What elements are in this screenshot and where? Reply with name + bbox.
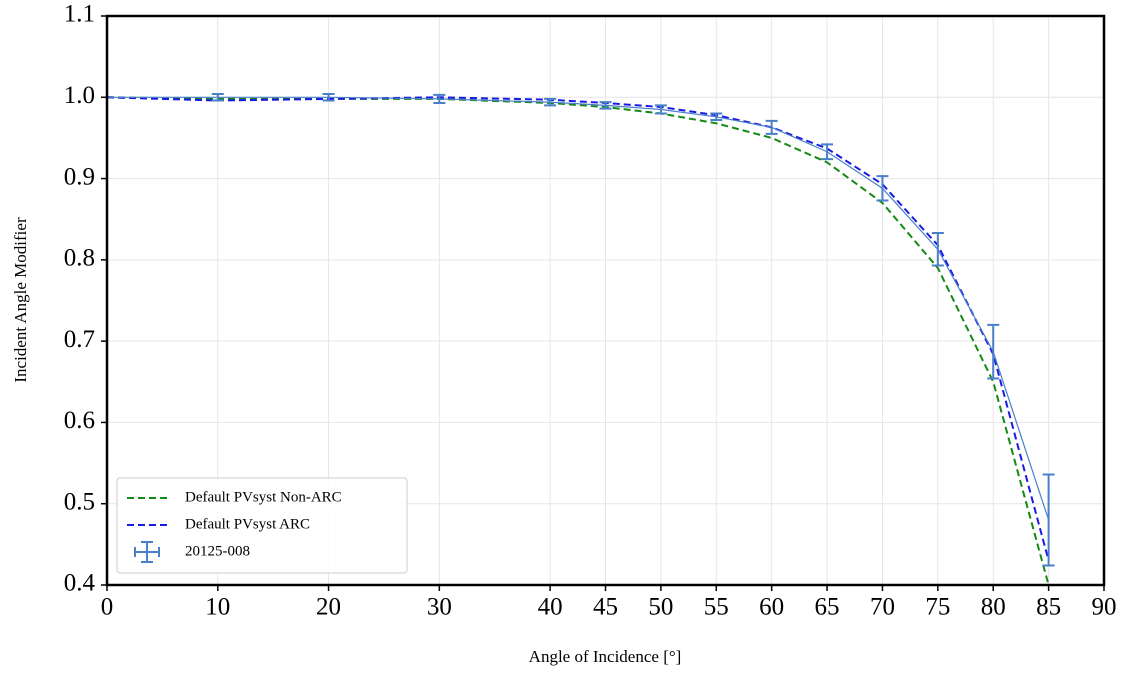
x-tick-label: 0: [101, 594, 114, 621]
x-tick-label: 65: [815, 594, 840, 621]
error-bar: [322, 93, 335, 102]
x-tick-label: 40: [538, 594, 563, 621]
plot-frame: [105, 14, 1106, 587]
x-tick-label: 20: [316, 594, 341, 621]
x-tick-label: 70: [870, 594, 895, 621]
x-tick-label: 50: [648, 594, 673, 621]
x-tick-label: 10: [205, 594, 230, 621]
x-axis-label: Angle of Incidence [°]: [529, 647, 682, 666]
y-tick-label: 1.0: [64, 82, 95, 109]
x-tick-label: 80: [981, 594, 1006, 621]
y-tick-label: 0.9: [64, 163, 95, 190]
x-tick-label: 60: [759, 594, 784, 621]
error-bar: [876, 175, 889, 202]
error-bar: [765, 119, 778, 135]
error-bar: [1042, 473, 1055, 567]
error-bar: [654, 104, 667, 115]
x-tick-label: 85: [1036, 594, 1061, 621]
y-tick-label: 1.1: [64, 1, 95, 28]
x-tick-label: 45: [593, 594, 618, 621]
y-tick-label: 0.6: [64, 407, 95, 434]
error-bar: [710, 112, 723, 122]
y-tick-label: 0.5: [64, 488, 95, 515]
legend-box: [116, 477, 408, 574]
series-line: [106, 96, 1050, 561]
error-bar: [211, 93, 224, 102]
x-tick-label: 30: [427, 594, 452, 621]
y-tick-label: 0.8: [64, 245, 95, 272]
series-line: [107, 96, 1050, 521]
y-axis-label: Incident Angle Modifier: [11, 217, 30, 383]
y-tick-label: 0.7: [64, 326, 95, 353]
legend-label: Default PVsyst Non-ARC: [185, 489, 342, 505]
x-tick-label: 90: [1092, 594, 1117, 621]
y-tick-label: 0.4: [64, 570, 96, 597]
x-tick-label: 55: [704, 594, 729, 621]
error-bar: [599, 101, 612, 110]
error-bar: [931, 232, 944, 267]
x-tick-label: 75: [925, 594, 950, 621]
error-bar: [544, 97, 557, 107]
legend-label: 20125-008: [185, 543, 250, 559]
legend-label: Default PVsyst ARC: [185, 516, 310, 532]
legend-swatch: [134, 541, 160, 563]
error-bar: [821, 143, 834, 161]
error-bar: [987, 323, 1000, 380]
error-bar: [433, 93, 446, 104]
